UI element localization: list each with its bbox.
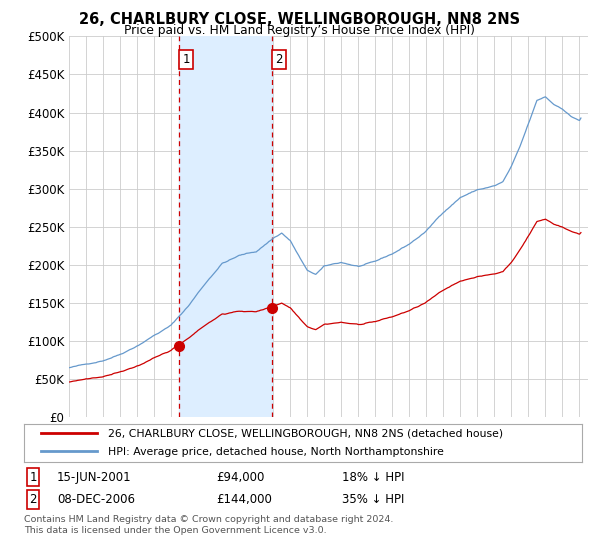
Text: HPI: Average price, detached house, North Northamptonshire: HPI: Average price, detached house, Nort… bbox=[108, 447, 443, 457]
Bar bbox=[179, 36, 272, 417]
Text: 1: 1 bbox=[182, 53, 190, 66]
Text: 08-DEC-2006: 08-DEC-2006 bbox=[57, 493, 135, 506]
Text: 35% ↓ HPI: 35% ↓ HPI bbox=[342, 493, 404, 506]
Text: 1: 1 bbox=[29, 470, 37, 484]
Text: Contains HM Land Registry data © Crown copyright and database right 2024.: Contains HM Land Registry data © Crown c… bbox=[24, 515, 394, 524]
Text: 26, CHARLBURY CLOSE, WELLINGBOROUGH, NN8 2NS (detached house): 26, CHARLBURY CLOSE, WELLINGBOROUGH, NN8… bbox=[108, 429, 503, 439]
Text: 15-JUN-2001: 15-JUN-2001 bbox=[57, 470, 131, 484]
Text: £144,000: £144,000 bbox=[216, 493, 272, 506]
Text: 18% ↓ HPI: 18% ↓ HPI bbox=[342, 470, 404, 484]
Text: 2: 2 bbox=[29, 493, 37, 506]
Text: 26, CHARLBURY CLOSE, WELLINGBOROUGH, NN8 2NS: 26, CHARLBURY CLOSE, WELLINGBOROUGH, NN8… bbox=[79, 12, 521, 27]
Text: £94,000: £94,000 bbox=[216, 470, 265, 484]
Text: Price paid vs. HM Land Registry’s House Price Index (HPI): Price paid vs. HM Land Registry’s House … bbox=[125, 24, 476, 36]
Text: This data is licensed under the Open Government Licence v3.0.: This data is licensed under the Open Gov… bbox=[24, 526, 326, 535]
Text: 2: 2 bbox=[275, 53, 283, 66]
